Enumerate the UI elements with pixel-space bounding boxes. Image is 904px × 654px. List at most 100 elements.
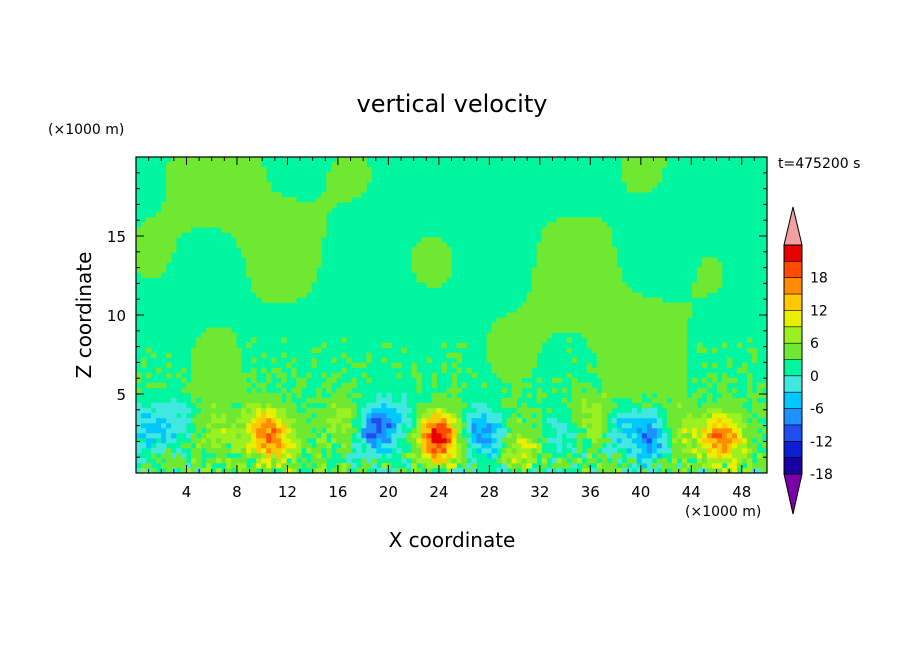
contour-cell: [231, 212, 237, 218]
contour-cell: [631, 377, 638, 384]
contour-cell: [366, 437, 372, 444]
contour-cell: [256, 407, 262, 414]
contour-cell: [241, 437, 247, 444]
contour-cell: [211, 192, 217, 198]
contour-cell: [211, 202, 217, 208]
contour-cell: [706, 427, 713, 434]
contour-cell: [646, 342, 653, 349]
contour-cell: [576, 322, 583, 328]
contour-cell: [306, 442, 312, 449]
contour-cell: [201, 367, 207, 374]
contour-cell: [586, 447, 593, 454]
contour-cell: [346, 187, 352, 193]
contour-cell: [261, 182, 267, 188]
contour-cell: [191, 177, 197, 183]
contour-cell: [336, 462, 342, 469]
contour-cell: [506, 447, 512, 454]
contour-cell: [411, 252, 417, 258]
contour-cell: [251, 212, 257, 218]
contour-cell: [261, 392, 267, 399]
contour-cell: [346, 167, 352, 173]
contour-cell: [246, 212, 252, 218]
contour-cell: [626, 427, 633, 434]
contour-cell: [191, 377, 197, 384]
contour-cell: [186, 212, 192, 218]
contour-cell: [756, 467, 763, 474]
contour-cell: [231, 377, 237, 384]
contour-cell: [231, 352, 237, 359]
contour-cell: [356, 167, 362, 173]
contour-cell: [676, 362, 683, 369]
contour-cell: [521, 312, 528, 318]
contour-cell: [136, 467, 142, 474]
contour-cell: [151, 267, 157, 273]
contour-cell: [571, 307, 578, 313]
contour-cell: [656, 372, 663, 379]
contour-cell: [561, 287, 568, 293]
contour-cell: [596, 287, 603, 293]
contour-cell: [591, 337, 598, 343]
contour-cell: [236, 442, 242, 449]
contour-cell: [186, 407, 192, 414]
contour-cell: [686, 417, 693, 424]
contour-cell: [306, 287, 312, 293]
contour-cell: [666, 342, 673, 349]
contour-cell: [191, 357, 197, 364]
contour-cell: [456, 352, 462, 359]
contour-cell: [421, 412, 427, 419]
contour-cell: [166, 207, 172, 213]
contour-cell: [606, 367, 613, 374]
contour-cell: [576, 392, 583, 399]
contour-cell: [426, 242, 432, 248]
contour-cell: [256, 267, 262, 273]
y-axis-label: Z coordinate: [72, 252, 96, 379]
contour-cell: [636, 357, 643, 364]
contour-cell: [261, 242, 267, 248]
contour-cell: [171, 437, 177, 444]
contour-cell: [656, 332, 663, 338]
contour-cell: [546, 302, 553, 308]
contour-cell: [311, 417, 317, 424]
contour-cell: [561, 312, 568, 318]
contour-cell: [716, 267, 723, 273]
contour-cell: [446, 432, 452, 439]
contour-cell: [326, 207, 332, 213]
colorbar-band: [784, 441, 802, 458]
contour-cell: [321, 432, 327, 439]
contour-cell: [371, 412, 377, 419]
contour-cell: [741, 412, 748, 419]
contour-cell: [736, 367, 743, 374]
contour-cell: [646, 332, 653, 338]
contour-cell: [451, 422, 457, 429]
contour-cell: [181, 212, 187, 218]
contour-cell: [361, 457, 367, 464]
contour-cell: [551, 232, 558, 238]
contour-cell: [576, 302, 583, 308]
contour-cell: [651, 347, 658, 354]
contour-cell: [721, 402, 728, 409]
contour-cell: [606, 317, 613, 323]
contour-cell: [316, 227, 322, 233]
contour-cell: [651, 422, 658, 429]
contour-cell: [206, 437, 212, 444]
contour-cell: [286, 397, 292, 404]
contour-cell: [736, 457, 743, 464]
contour-cell: [171, 417, 177, 424]
contour-cell: [211, 222, 217, 228]
contour-cell: [181, 207, 187, 213]
contour-cell: [386, 392, 392, 399]
contour-cell: [551, 242, 558, 248]
contour-cell: [346, 432, 352, 439]
contour-cell: [656, 442, 663, 449]
colorbar-band: [784, 310, 802, 328]
contour-cell: [586, 457, 593, 464]
contour-cell: [241, 392, 247, 399]
contour-cell: [251, 267, 257, 273]
contour-cell: [331, 192, 337, 198]
contour-cell: [231, 407, 237, 414]
contour-cell: [276, 447, 282, 454]
contour-cell: [206, 332, 212, 338]
contour-cell: [171, 422, 177, 429]
contour-cell: [276, 237, 282, 243]
contour-cell: [666, 312, 673, 318]
